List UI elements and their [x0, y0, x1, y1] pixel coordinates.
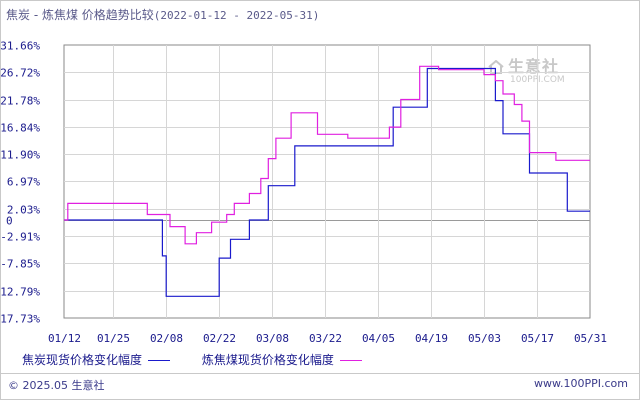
x-tick-label: 04/19	[415, 332, 448, 345]
legend-label-coking-coal: 炼焦煤现货价格变化幅度	[201, 353, 334, 367]
y-tick-label: 11.90%	[0, 149, 40, 162]
y-tick-label: 16.84%	[0, 122, 40, 135]
legend-label-coke: 焦炭现货价格变化幅度	[22, 353, 143, 367]
x-tick-label: 05/31	[574, 332, 607, 345]
y-tick-label: 0	[6, 215, 13, 228]
watermark-brand: 生意社	[508, 57, 560, 76]
x-tick-label: 01/25	[97, 332, 130, 345]
footer-copyright: © 2025.05 生意社	[8, 379, 105, 392]
legend-line-coke	[148, 360, 171, 361]
x-tick-label: 03/08	[256, 332, 289, 345]
series-line-coke	[64, 67, 590, 297]
series-line-coking-coal	[64, 65, 590, 245]
legend-item-coke: 焦炭现货价格变化幅度	[22, 351, 171, 368]
chart-title-range: (2022-01-12 - 2022-05-31)	[153, 9, 320, 22]
chart-title-main: 焦炭 - 炼焦煤 价格趋势比较	[6, 8, 154, 22]
x-tick-label: 04/05	[362, 332, 395, 345]
footer-divider	[1, 373, 639, 374]
y-tick-label: 31.66%	[0, 40, 40, 53]
x-tick-label: 02/22	[203, 332, 236, 345]
y-tick-label: -17.73%	[0, 313, 40, 326]
y-tick-label: -12.79%	[0, 286, 40, 299]
x-tick-label: 01/12	[48, 332, 81, 345]
chart-title: 焦炭 - 炼焦煤 价格趋势比较(2022-01-12 - 2022-05-31)	[6, 6, 319, 23]
legend-line-coking-coal	[339, 360, 362, 361]
y-tick-label: -2.91%	[0, 231, 40, 244]
x-tick-label: 03/22	[309, 332, 342, 345]
y-tick-label: 2.03%	[7, 204, 40, 217]
x-tick-label: 05/17	[521, 332, 554, 345]
x-tick-label: 05/03	[468, 332, 501, 345]
footer-url[interactable]: www.100PPI.com	[534, 377, 628, 390]
y-tick-label: 26.72%	[0, 67, 40, 80]
y-tick-label: 21.78%	[0, 95, 40, 108]
x-tick-label: 02/08	[150, 332, 183, 345]
legend-item-coking-coal: 炼焦煤现货价格变化幅度	[202, 351, 362, 368]
legend: 焦炭现货价格变化幅度 炼焦煤现货价格变化幅度	[22, 351, 390, 368]
y-tick-label: -7.85%	[0, 258, 40, 271]
y-tick-label: 6.97%	[7, 176, 40, 189]
